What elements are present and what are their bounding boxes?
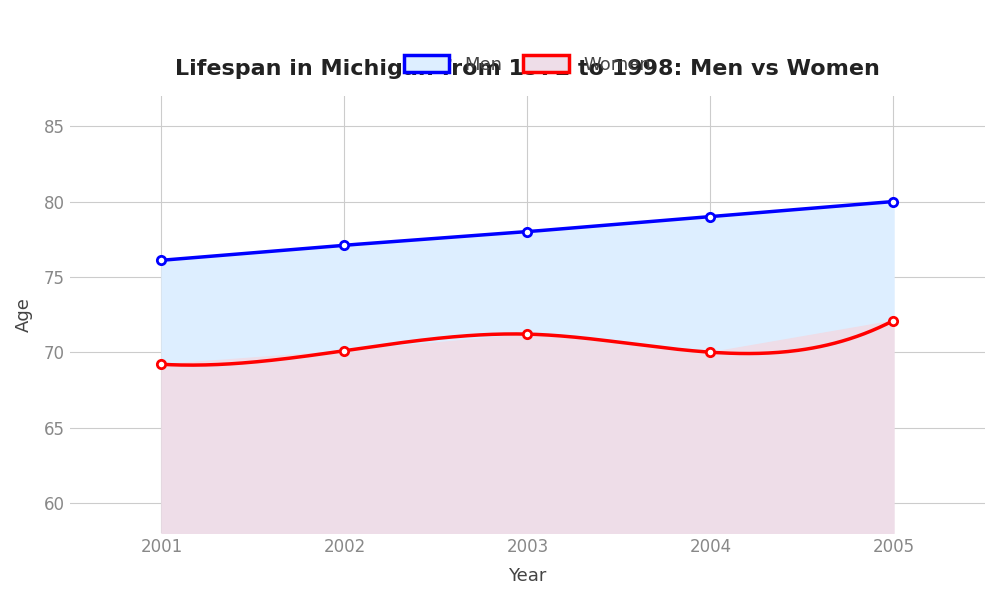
X-axis label: Year: Year	[508, 567, 547, 585]
Legend: Men, Women: Men, Women	[397, 48, 658, 81]
Y-axis label: Age: Age	[15, 297, 33, 332]
Title: Lifespan in Michigan from 1972 to 1998: Men vs Women: Lifespan in Michigan from 1972 to 1998: …	[175, 59, 880, 79]
